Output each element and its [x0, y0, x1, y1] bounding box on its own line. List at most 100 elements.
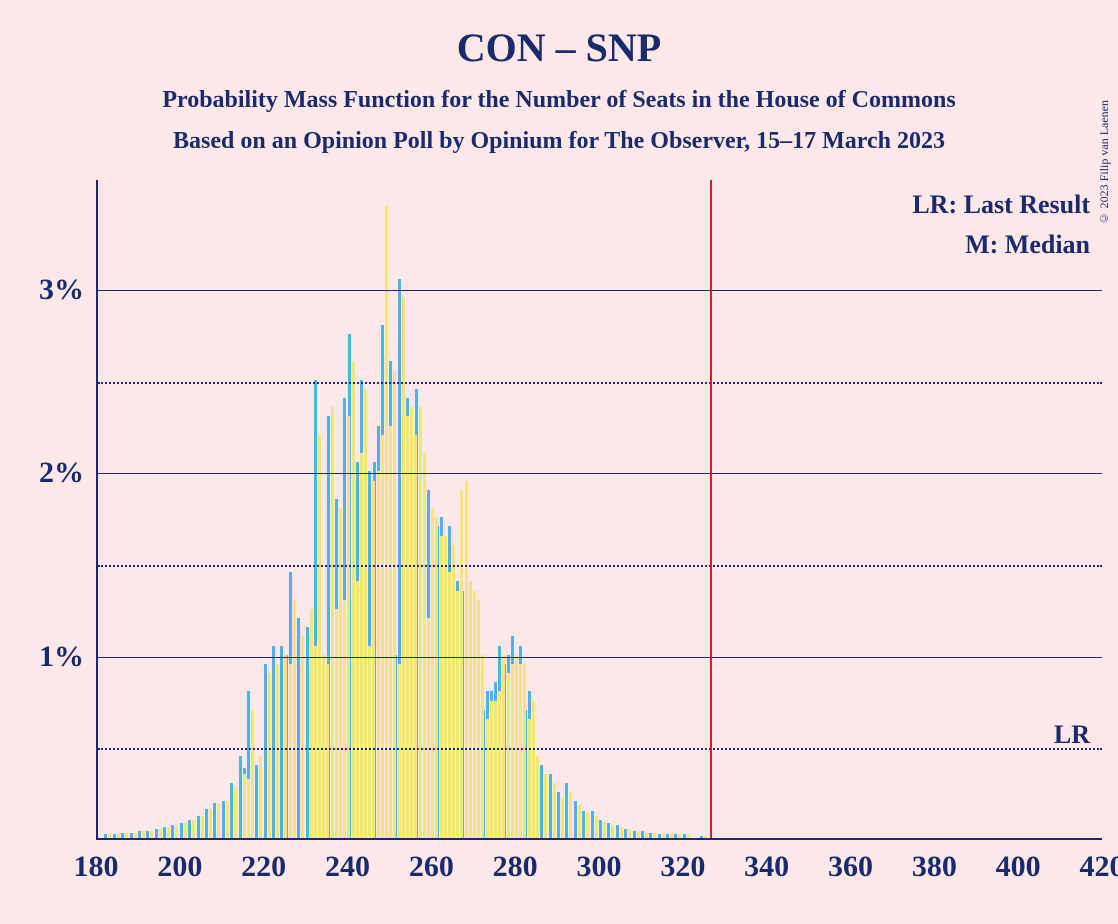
bar-blue: [666, 834, 669, 838]
chart-subtitle-2: Based on an Opinion Poll by Opinium for …: [0, 128, 1118, 155]
bar-yellow: [561, 798, 564, 838]
bar-yellow: [289, 664, 292, 838]
bar-blue: [146, 831, 149, 838]
bar-yellow: [414, 435, 417, 838]
bar-yellow: [440, 536, 443, 839]
bar-blue: [565, 783, 568, 838]
bar-yellow: [284, 655, 287, 838]
bar-blue: [104, 834, 107, 838]
gridline-minor: [98, 382, 1102, 384]
bar-blue: [306, 627, 309, 838]
bar-blue: [213, 803, 216, 838]
bar-blue: [188, 820, 191, 838]
bar-yellow: [431, 508, 434, 838]
bar-blue: [280, 646, 283, 839]
bar-yellow: [347, 416, 350, 838]
y-tick-label: 3%: [39, 273, 84, 307]
bar-yellow: [704, 836, 707, 838]
bar-yellow: [595, 816, 598, 838]
bar-blue: [624, 829, 627, 838]
bar-yellow: [175, 825, 178, 838]
bar-blue: [700, 836, 703, 838]
bar-yellow: [243, 774, 246, 838]
legend-median: M: Median: [965, 230, 1090, 260]
bar-yellow: [507, 673, 510, 838]
bar-blue: [272, 646, 275, 839]
y-tick-label: 2%: [39, 456, 84, 490]
bar-blue: [607, 823, 610, 838]
bar-yellow: [603, 822, 606, 839]
bar-yellow: [331, 407, 334, 838]
bar-blue: [197, 816, 200, 838]
bar-yellow: [184, 823, 187, 838]
bar-yellow: [108, 834, 111, 838]
bar-yellow: [259, 756, 262, 839]
gridline-minor: [98, 565, 1102, 567]
bar-yellow: [569, 792, 572, 838]
bar-blue: [633, 831, 636, 838]
bar-blue: [255, 765, 258, 838]
bar-blue: [649, 833, 652, 839]
bar-yellow: [192, 820, 195, 838]
bar-blue: [138, 831, 141, 838]
bar-yellow: [532, 701, 535, 839]
bar-yellow: [217, 803, 220, 838]
bar-yellow: [452, 545, 455, 838]
x-tick-label: 180: [74, 850, 119, 884]
bar-yellow: [234, 787, 237, 838]
bar-yellow: [645, 833, 648, 839]
bar-blue: [155, 829, 158, 838]
bar-blue: [264, 664, 267, 838]
bar-yellow: [364, 389, 367, 838]
bar-yellow: [398, 664, 401, 838]
bar-yellow: [201, 816, 204, 838]
bar-yellow: [611, 825, 614, 838]
bar-yellow: [117, 834, 120, 838]
lr-short-label: LR: [1054, 720, 1090, 750]
bar-blue: [591, 811, 594, 839]
bar-yellow: [125, 833, 128, 839]
x-tick-label: 400: [996, 850, 1041, 884]
bar-blue: [599, 820, 602, 838]
chart-area: 1%2%3% LR: Last Result M: Median LR 1802…: [30, 180, 1100, 880]
y-axis-labels: 1% 2% 3%: [30, 180, 92, 880]
bar-yellow: [276, 664, 279, 838]
bar-yellow: [465, 481, 468, 839]
bar-yellow: [134, 833, 137, 839]
bar-yellow: [301, 636, 304, 838]
bar-yellow: [427, 618, 430, 838]
bar-yellow: [481, 655, 484, 838]
bar-yellow: [490, 701, 493, 839]
bar-yellow: [381, 435, 384, 838]
bar-yellow: [536, 756, 539, 839]
bar-yellow: [515, 655, 518, 838]
bar-blue: [171, 825, 174, 838]
bar-yellow: [318, 435, 321, 838]
x-tick-label: 220: [241, 850, 286, 884]
bar-blue: [683, 834, 686, 838]
bar-yellow: [406, 416, 409, 838]
bar-yellow: [473, 591, 476, 839]
bar-yellow: [460, 490, 463, 838]
bar-yellow: [502, 655, 505, 838]
x-tick-label: 200: [157, 850, 202, 884]
bar-yellow: [637, 831, 640, 838]
x-tick-label: 320: [660, 850, 705, 884]
bars-container: [98, 180, 1102, 838]
bar-yellow: [523, 664, 526, 838]
bar-yellow: [486, 719, 489, 838]
bar-blue: [549, 774, 552, 838]
bar-yellow: [586, 812, 589, 838]
bar-yellow: [393, 371, 396, 839]
x-tick-label: 280: [493, 850, 538, 884]
x-tick-label: 420: [1080, 850, 1118, 884]
bar-yellow: [687, 834, 690, 838]
y-tick-label: 1%: [39, 640, 84, 674]
x-tick-label: 300: [577, 850, 622, 884]
bar-yellow: [456, 591, 459, 839]
x-tick-label: 360: [828, 850, 873, 884]
plot-area: LR: Last Result M: Median LR: [96, 180, 1102, 840]
bar-yellow: [343, 600, 346, 838]
chart-title: CON – SNP: [0, 0, 1118, 71]
bar-yellow: [678, 834, 681, 838]
